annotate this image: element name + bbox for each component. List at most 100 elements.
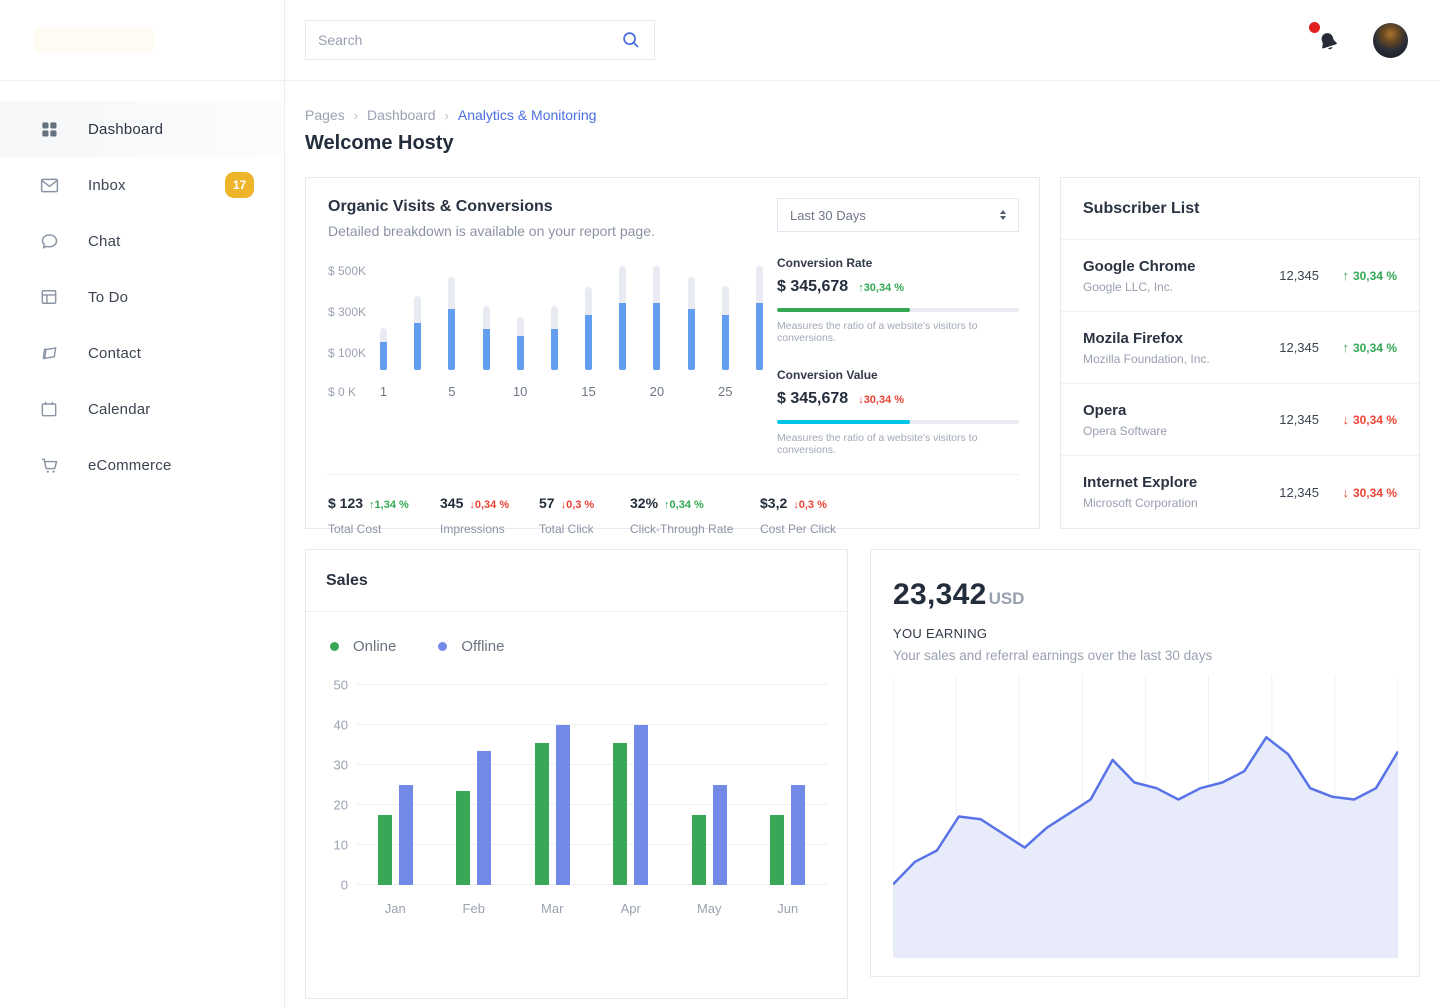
topbar: [285, 0, 1440, 81]
sidebar-item-dashboard[interactable]: Dashboard: [0, 101, 284, 157]
breadcrumb-pages[interactable]: Pages: [305, 107, 345, 123]
sidebar-item-inbox[interactable]: Inbox 17: [0, 157, 284, 213]
bar-group: May: [691, 685, 727, 916]
page-content: Pages › Dashboard › Analytics & Monitori…: [285, 81, 1440, 999]
delta-badge: 30,34 %: [858, 394, 904, 406]
legend-online: Online: [330, 638, 396, 655]
date-range-select[interactable]: Last 30 Days: [777, 198, 1019, 232]
organic-bar: [482, 306, 490, 370]
online-bar: [456, 791, 471, 885]
mail-icon: [38, 174, 60, 196]
online-bar: [377, 815, 392, 885]
y-tick-label: 20: [333, 797, 348, 813]
organic-bar: 20: [650, 266, 664, 399]
sidebar-item-label: Contact: [88, 344, 142, 362]
legend-offline: Offline: [438, 638, 504, 655]
sidebar-item-calendar[interactable]: Calendar: [0, 381, 284, 437]
sidebar-nav: Dashboard Inbox 17 Chat To Do Cont: [0, 81, 284, 493]
breadcrumb-dashboard[interactable]: Dashboard: [367, 107, 436, 123]
organic-bar: 1: [380, 327, 387, 399]
main-area: Pages › Dashboard › Analytics & Monitori…: [285, 0, 1440, 1008]
offline-bar: [712, 785, 727, 885]
earnings-currency: USD: [988, 589, 1025, 608]
offline-bar: [634, 725, 649, 885]
plot-area: Jan Feb Mar Apr May Jun: [356, 684, 827, 916]
conversion-value-value: $ 345,678: [777, 390, 849, 407]
gridline: [356, 804, 827, 805]
sidebar-item-label: To Do: [88, 288, 129, 306]
conversion-value-block: Conversion Value $ 345,678 30,34 % Measu…: [777, 368, 1019, 456]
subscriber-row-opera: Opera Opera Software 12,345 ↓ 30,34 %: [1061, 384, 1419, 456]
conversion-rate-block: Conversion Rate $ 345,678 30,34 % Measur…: [777, 256, 1019, 344]
stat-cpc: $3,20,3 % Cost Per Click: [760, 495, 900, 536]
grid-icon: [38, 118, 60, 140]
legend-dot: [438, 642, 448, 651]
card-title: Sales: [306, 550, 847, 612]
chat-icon: [38, 230, 60, 252]
gridline: [356, 764, 827, 765]
chart-legend: Online Offline: [306, 612, 847, 655]
subscriber-row-ie: Internet Explore Microsoft Corporation 12…: [1083, 474, 1397, 510]
stat-total-cost: $ 1231,34 % Total Cost: [328, 495, 440, 536]
organic-bar-chart: $ 500K $ 300K $ 100K $ 0 K 1 5 10 15 20 25: [328, 264, 777, 405]
earnings-subtitle: Your sales and referral earnings over th…: [893, 648, 1213, 663]
card-title: Organic Visits & Conversions: [328, 198, 553, 215]
search-input[interactable]: [318, 32, 620, 48]
breadcrumb: Pages › Dashboard › Analytics & Monitori…: [305, 107, 1420, 123]
x-tick-label: Feb: [462, 901, 485, 916]
search-icon[interactable]: [620, 29, 642, 51]
select-arrows-icon: [1000, 210, 1006, 220]
subscriber-list-card: Subscriber List Google Chrome Google LLC,…: [1060, 177, 1420, 529]
sidebar-item-ecommerce[interactable]: eCommerce: [0, 437, 284, 493]
bar-group: Jan: [377, 685, 413, 916]
organic-bars: 1 5 10 15 20 25: [380, 265, 763, 399]
online-bar: [534, 743, 549, 885]
user-avatar[interactable]: [1373, 22, 1408, 58]
card-subtitle: Detailed breakdown is available on your …: [328, 223, 655, 239]
organic-bar: 10: [513, 316, 527, 399]
gridline: [356, 884, 827, 885]
offline-bar: [477, 751, 492, 885]
offline-bar: [791, 785, 806, 885]
bar-group: Mar: [534, 685, 570, 916]
gridline: [356, 684, 827, 685]
sales-card: Sales Online Offline 0 10 20 30 40 50 Jan Feb M…: [305, 549, 848, 999]
progress-fill: [777, 308, 911, 312]
earnings-card: 23,342 USD YOU EARNING Your sales and re…: [870, 549, 1420, 977]
delta-badge: ↓ 30,34 %: [1342, 484, 1397, 500]
sales-bar-chart: 0 10 20 30 40 50 Jan Feb Mar Apr May Jun: [320, 678, 827, 916]
gridline: [356, 844, 827, 845]
sidebar-item-contact[interactable]: Contact: [0, 325, 284, 381]
up-arrow-icon: ↑: [1342, 340, 1349, 355]
chevron-right-icon: ›: [444, 107, 449, 123]
bar-groups: Jan Feb Mar Apr May Jun: [356, 685, 827, 916]
subscriber-row-firefox: Mozila Firefox Mozilla Foundation, Inc. 1…: [1061, 312, 1419, 384]
bar-group: Apr: [613, 685, 649, 916]
breadcrumb-current[interactable]: Analytics & Monitoring: [457, 107, 597, 123]
stat-ctr: 32%0,34 % Click-Through Rate: [630, 495, 760, 536]
offline-bar: [398, 785, 413, 885]
y-axis: 0 10 20 30 40 50: [320, 678, 356, 893]
calendar-icon: [38, 398, 60, 420]
inbox-count-badge: 17: [225, 172, 254, 198]
kpi-stats-row: $ 1231,34 % Total Cost 3450,34 % Impress…: [326, 474, 1019, 536]
logo[interactable]: [34, 27, 154, 53]
sidebar-item-label: Chat: [88, 232, 121, 250]
card-title: Subscriber List: [1061, 178, 1419, 240]
progress-track: [777, 420, 1019, 424]
x-tick-label: May: [696, 901, 722, 916]
organic-bar: 15: [581, 287, 596, 399]
delta-badge: ↑ 30,34 %: [1342, 268, 1397, 283]
sidebar-item-chat[interactable]: Chat: [0, 213, 284, 269]
x-tick-label: 5: [448, 384, 456, 399]
sidebar-item-label: eCommerce: [88, 456, 172, 474]
bell-icon: [1321, 33, 1337, 50]
organic-bar: [755, 266, 763, 370]
sidebar-item-todo[interactable]: To Do: [0, 269, 284, 325]
sidebar-item-label: Calendar: [88, 400, 151, 418]
notifications-button[interactable]: [1309, 22, 1343, 55]
earnings-amount: 23,342: [893, 578, 987, 611]
organic-bar: [414, 296, 422, 370]
notification-dot: [1309, 22, 1320, 33]
bar-group: Feb: [456, 685, 492, 916]
